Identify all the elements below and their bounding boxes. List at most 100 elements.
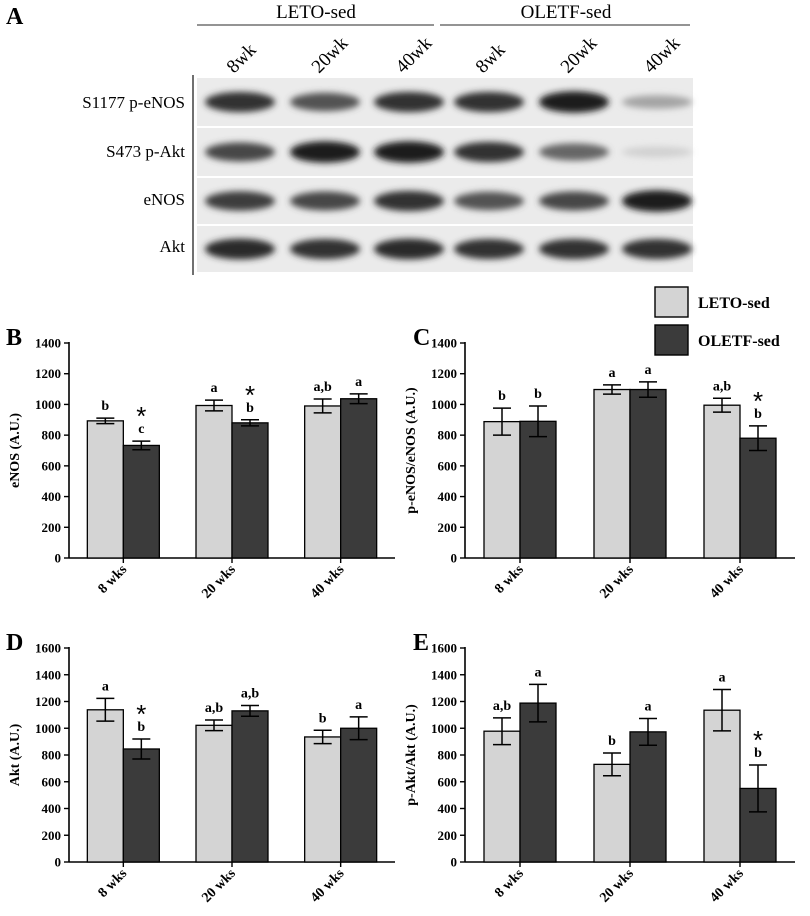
blot-band — [622, 146, 692, 158]
lane-label: 40wk — [640, 32, 685, 77]
significance-label: c — [138, 422, 144, 437]
y-tick-label: 600 — [438, 774, 458, 789]
bar — [593, 388, 631, 559]
x-tick-label: 8 wks — [96, 866, 131, 901]
blot-row-label: Akt — [160, 237, 186, 256]
y-tick-label: 1200 — [35, 366, 61, 381]
bar — [195, 724, 233, 863]
bar — [593, 763, 631, 863]
significance-star: * — [136, 699, 146, 729]
significance-label: b — [754, 746, 762, 761]
blot-strip — [197, 78, 693, 126]
significance-label: b — [137, 720, 145, 735]
panel-label-c: C — [413, 325, 430, 351]
y-tick-label: 800 — [438, 428, 458, 443]
y-tick-label: 1000 — [431, 721, 457, 736]
group-label-oletf: OLETF-sed — [521, 2, 612, 23]
bar — [703, 404, 741, 559]
blot-band — [454, 141, 524, 163]
significance-label: a,b — [205, 701, 224, 716]
bar — [304, 736, 342, 863]
y-tick-label: 400 — [42, 489, 62, 504]
x-tick-label: 40 wks — [707, 866, 747, 906]
significance-label: a — [102, 679, 109, 694]
legend-label-leto: LETO-sed — [698, 295, 770, 312]
y-tick-label: 1000 — [431, 397, 457, 412]
lane-label: 40wk — [392, 32, 437, 77]
blot-strip — [197, 178, 693, 224]
bar — [231, 422, 269, 559]
panel-label-a: A — [6, 4, 24, 30]
significance-label: a,b — [314, 380, 333, 395]
y-tick-label: 400 — [42, 801, 62, 816]
y-tick-label: 1600 — [35, 641, 61, 656]
y-tick-label: 200 — [42, 828, 62, 843]
blot-band — [374, 91, 444, 113]
bar — [304, 405, 342, 559]
blot-band — [205, 238, 275, 260]
bar — [703, 709, 741, 863]
panel-label-d: D — [6, 630, 23, 656]
lane-label: 8wk — [472, 39, 510, 77]
y-tick-label: 600 — [42, 458, 62, 473]
bar — [340, 727, 378, 863]
blot-row-label: S1177 p-eNOS — [82, 93, 185, 112]
y-tick-label: 1000 — [35, 721, 61, 736]
y-axis-label: Akt (A.U.) — [8, 723, 23, 786]
blot-band — [205, 142, 275, 162]
significance-label: a,b — [241, 687, 260, 702]
significance-label: a — [719, 670, 726, 685]
significance-star: * — [136, 401, 146, 431]
blot-band — [622, 238, 692, 260]
blot-band — [374, 141, 444, 163]
bar — [122, 444, 160, 559]
y-tick-label: 1200 — [431, 366, 457, 381]
significance-label: b — [608, 734, 616, 749]
blot-band — [374, 238, 444, 260]
y-tick-label: 800 — [42, 428, 62, 443]
blot-strip — [197, 128, 693, 176]
bar — [86, 709, 124, 863]
significance-label: b — [534, 387, 542, 402]
blot-row-label: eNOS — [143, 190, 185, 209]
blot-band — [539, 238, 609, 260]
significance-label: a — [355, 698, 362, 713]
y-tick-label: 200 — [438, 828, 458, 843]
significance-label: b — [498, 389, 506, 404]
bar — [739, 437, 777, 559]
blot-strip — [197, 226, 693, 272]
blot-band — [290, 238, 360, 260]
x-tick-label: 8 wks — [492, 562, 527, 597]
y-tick-label: 1400 — [431, 336, 457, 351]
significance-label: b — [319, 711, 327, 726]
significance-label: b — [754, 407, 762, 422]
y-tick-label: 1400 — [35, 336, 61, 351]
significance-star: * — [753, 386, 763, 416]
lane-label: 20wk — [308, 32, 353, 77]
blot-band — [205, 91, 275, 113]
x-tick-label: 20 wks — [199, 562, 239, 602]
bar — [231, 710, 269, 863]
significance-star: * — [753, 725, 763, 755]
panel-label-e: E — [413, 630, 429, 656]
panel-label-b: B — [6, 325, 22, 351]
bar — [629, 388, 667, 559]
x-tick-label: 8 wks — [492, 866, 527, 901]
x-tick-label: 8 wks — [96, 562, 131, 597]
blot-row-label: S473 p-Akt — [106, 142, 185, 161]
blot-band — [454, 91, 524, 113]
legend-swatch-leto — [654, 286, 689, 318]
bar — [122, 748, 160, 863]
y-tick-label: 200 — [42, 520, 62, 535]
x-tick-label: 20 wks — [597, 866, 637, 906]
bar — [86, 420, 124, 559]
significance-label: a,b — [713, 379, 732, 394]
y-tick-label: 0 — [451, 855, 458, 870]
legend-swatch-oletf — [654, 324, 689, 356]
y-tick-label: 1400 — [35, 667, 61, 682]
blot-band — [539, 91, 609, 113]
blot-band — [454, 238, 524, 260]
blot-band — [454, 191, 524, 211]
blot-band — [622, 190, 692, 212]
